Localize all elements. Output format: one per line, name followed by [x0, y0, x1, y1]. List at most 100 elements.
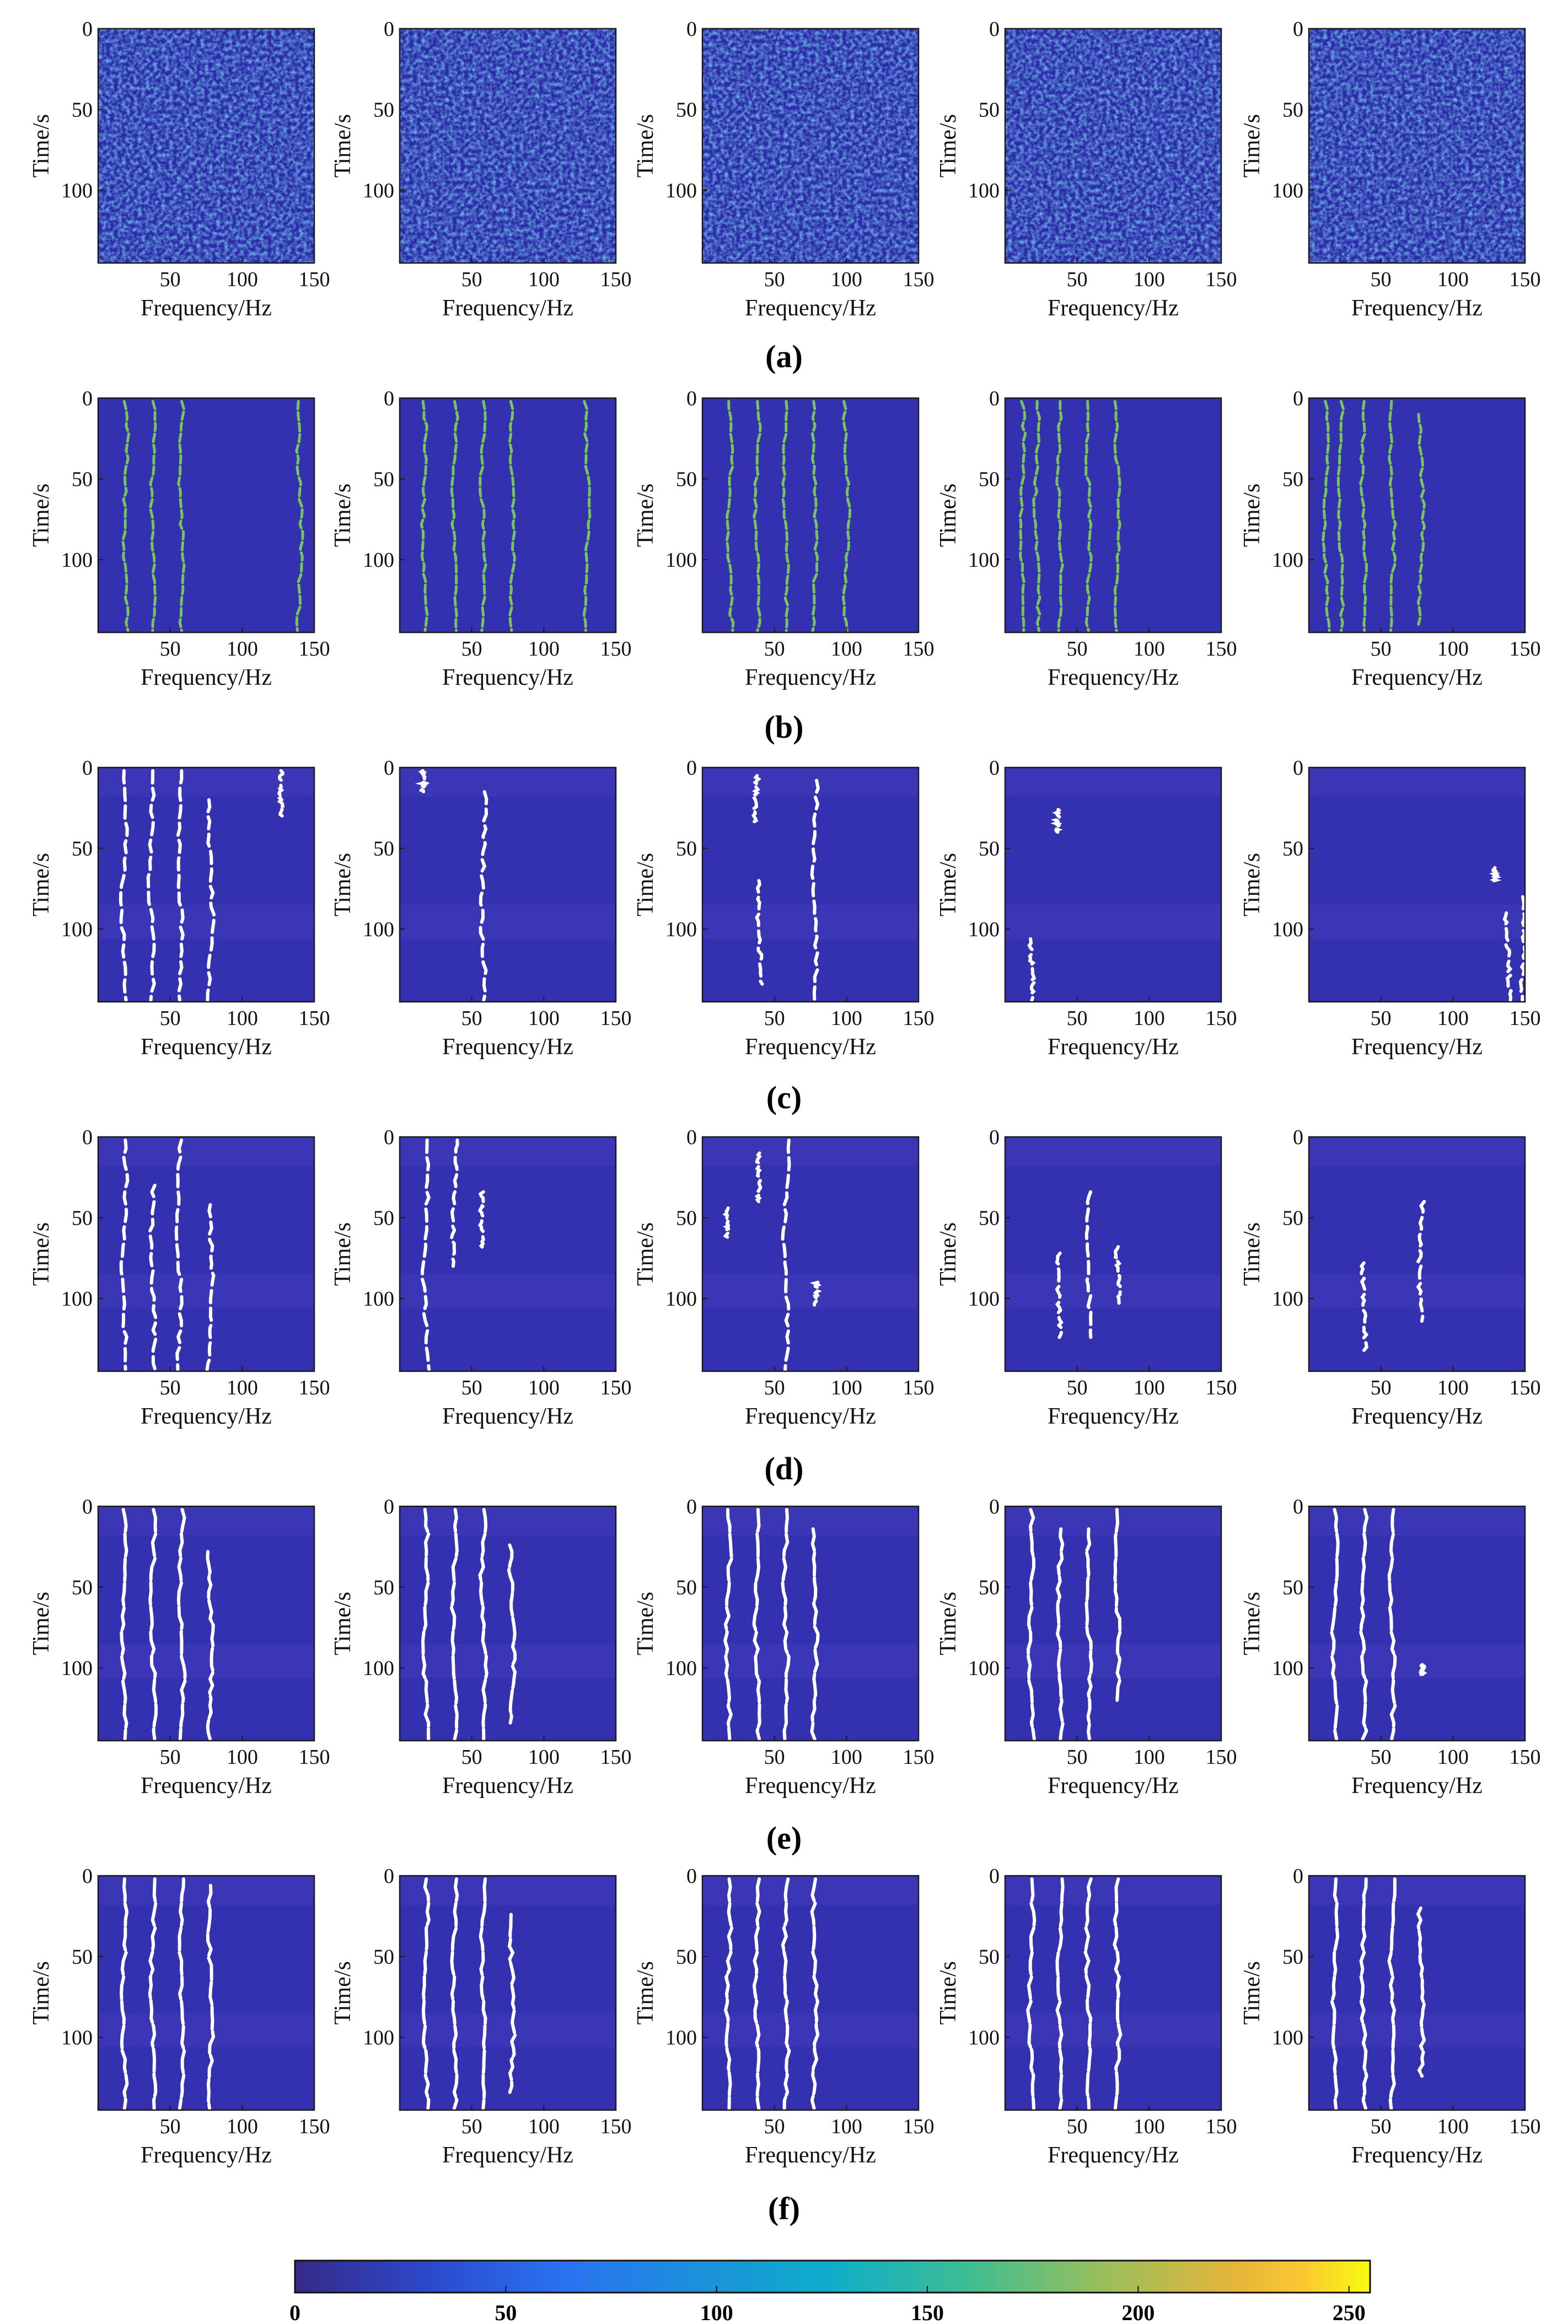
- panel-frame: [1004, 1875, 1222, 2111]
- x-tick-label: 150: [903, 2115, 935, 2138]
- x-axis-label: Frequency/Hz: [141, 665, 272, 690]
- panel-frame: [1308, 1136, 1526, 1372]
- x-tick-label: 150: [1510, 2115, 1541, 2138]
- trace-line: [1489, 866, 1503, 883]
- spectrogram-panel-r6-c3: 0 50 100 50 100 150 Frequency/Hz Time/s: [633, 1865, 935, 2168]
- trace-line: [810, 779, 820, 1002]
- y-axis-label: Time/s: [29, 1961, 54, 2025]
- x-tick-label: 100: [1134, 2115, 1165, 2138]
- y-tick-label: 100: [363, 1657, 394, 1680]
- panel-background: [98, 1506, 314, 1741]
- y-tick-label: 50: [373, 1207, 394, 1230]
- spectrogram-panel-r5-c5: 0 50 100 50 100 150 Frequency/Hz Time/s: [1239, 1495, 1541, 1799]
- x-tick-label: 150: [903, 1746, 935, 1769]
- y-tick-label: 50: [676, 838, 697, 861]
- panel-background: [98, 398, 314, 632]
- x-tick-label: 100: [1134, 1376, 1165, 1399]
- y-tick-label: 100: [61, 918, 93, 941]
- x-tick-label: 150: [600, 2115, 632, 2138]
- x-tick-label: 50: [461, 1007, 482, 1030]
- y-tick-label: 100: [363, 1287, 394, 1311]
- y-axis-label: Time/s: [936, 853, 961, 916]
- row-label: (a): [765, 339, 803, 374]
- band-top: [1309, 767, 1525, 797]
- trace-line: [1359, 1877, 1368, 2111]
- x-tick-label: 150: [1510, 268, 1541, 291]
- band-mid: [98, 1274, 314, 1308]
- x-axis-label: Frequency/Hz: [745, 1034, 876, 1060]
- trace-line: [1416, 1906, 1426, 2078]
- y-tick-label: 0: [686, 1495, 697, 1518]
- y-tick-label: 0: [1293, 18, 1303, 41]
- y-tick-label: 0: [686, 18, 697, 41]
- x-tick-label: 50: [764, 1746, 785, 1769]
- trace-line: [146, 769, 156, 1002]
- y-tick-label: 0: [989, 387, 1000, 410]
- x-axis-label: Frequency/Hz: [745, 1404, 876, 1429]
- row-label: (d): [765, 1451, 804, 1486]
- trace-line: [1388, 400, 1397, 632]
- y-tick-label: 100: [363, 918, 394, 941]
- band-top: [1005, 767, 1221, 797]
- panel-frame: [97, 28, 315, 264]
- x-axis-label: Frequency/Hz: [1351, 665, 1483, 690]
- y-tick-label: 100: [665, 1657, 697, 1680]
- x-tick-label: 150: [600, 1007, 632, 1030]
- band-top: [1309, 1137, 1525, 1166]
- band-top: [98, 1506, 314, 1536]
- trace-line: [507, 1913, 517, 2094]
- y-tick-label: 50: [72, 468, 93, 491]
- trace-line: [206, 1550, 215, 1741]
- x-tick-label: 50: [764, 1007, 785, 1030]
- x-axis-label: Frequency/Hz: [745, 296, 876, 321]
- y-tick-label: 0: [989, 1865, 1000, 1888]
- trace-line: [752, 1507, 761, 1741]
- trace-line: [1360, 1261, 1369, 1352]
- panel-background: [1005, 767, 1221, 1002]
- panel-frame: [97, 1136, 315, 1372]
- band-mid: [98, 905, 314, 939]
- trace-line: [842, 400, 852, 632]
- band-top: [702, 767, 919, 797]
- trace-line: [478, 1507, 488, 1741]
- y-axis-label: Time/s: [29, 1222, 54, 1286]
- y-tick-label: 0: [384, 1126, 394, 1149]
- colorbar-tick-label: 0: [289, 2300, 300, 2324]
- trace-line: [449, 1138, 459, 1268]
- y-tick-label: 50: [373, 99, 394, 122]
- trace-line: [1518, 895, 1527, 1002]
- spectrogram-panel-r1-c1: 0 50 100 50 100 150 Frequency/Hz Time/s: [29, 18, 330, 321]
- trace-line: [479, 790, 488, 1002]
- x-tick-label: 150: [903, 1376, 935, 1399]
- row-label: (b): [765, 709, 804, 745]
- spectrogram-panel-r3-c3: 0 50 100 50 100 150 Frequency/Hz Time/s: [633, 756, 935, 1060]
- y-tick-label: 50: [979, 1207, 1000, 1230]
- trace-line: [1322, 400, 1331, 632]
- x-tick-label: 50: [764, 1376, 785, 1399]
- panel-frame: [97, 397, 315, 634]
- panel-frame: [701, 397, 920, 634]
- spectrogram-panel-r2-c1: 0 50 100 50 100 150 Frequency/Hz Time/s: [29, 387, 330, 690]
- trace-line: [1336, 400, 1345, 632]
- panel-frame: [701, 1875, 920, 2111]
- trace-line: [477, 1190, 486, 1252]
- x-tick-label: 150: [600, 268, 632, 291]
- x-tick-label: 150: [600, 1746, 632, 1769]
- x-axis-label: Frequency/Hz: [1048, 665, 1179, 690]
- trace-line: [1050, 808, 1063, 834]
- y-axis-label: Time/s: [1239, 1222, 1265, 1286]
- trace-line: [174, 1138, 184, 1372]
- panel-background: [400, 767, 616, 1002]
- y-tick-label: 50: [676, 1576, 697, 1600]
- panel-frame: [97, 1875, 315, 2111]
- y-axis-label: Time/s: [1239, 484, 1265, 547]
- band-mid: [702, 905, 919, 939]
- x-tick-label: 50: [1067, 637, 1088, 661]
- x-tick-label: 150: [299, 1376, 330, 1399]
- trace-line: [1026, 1877, 1037, 2111]
- trace-line: [723, 1877, 734, 2111]
- spectrogram-panel-r4-c1: 0 50 100 50 100 150 Frequency/Hz Time/s: [29, 1126, 330, 1429]
- y-tick-label: 0: [686, 387, 697, 410]
- x-tick-label: 150: [299, 268, 330, 291]
- y-tick-label: 100: [665, 2026, 697, 2049]
